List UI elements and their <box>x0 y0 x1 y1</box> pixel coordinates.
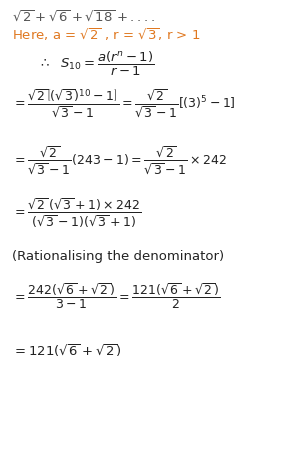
Text: $= \dfrac{\sqrt{2}\left[(\sqrt{3})^{10}-1\right]}{\sqrt{3}-1} = \dfrac{\sqrt{2}}: $= \dfrac{\sqrt{2}\left[(\sqrt{3})^{10}-… <box>12 88 236 120</box>
Text: $= \dfrac{242(\sqrt{6}+\sqrt{2})}{3-1} = \dfrac{121(\sqrt{6}+\sqrt{2})}{2}$: $= \dfrac{242(\sqrt{6}+\sqrt{2})}{3-1} =… <box>12 281 220 310</box>
Text: (Rationalising the denominator): (Rationalising the denominator) <box>12 250 224 263</box>
Text: $\sqrt{2} + \sqrt{6} + \sqrt{18} + ....$: $\sqrt{2} + \sqrt{6} + \sqrt{18} + ....$ <box>12 10 155 25</box>
Text: $= \dfrac{\sqrt{2}\,(\sqrt{3}+1)\times 242}{(\sqrt{3}-1)(\sqrt{3}+1)}$: $= \dfrac{\sqrt{2}\,(\sqrt{3}+1)\times 2… <box>12 196 141 230</box>
Text: $= 121(\sqrt{6} + \sqrt{2})$: $= 121(\sqrt{6} + \sqrt{2})$ <box>12 341 121 358</box>
Text: $= \dfrac{\sqrt{2}}{\sqrt{3}-1}(243 - 1) = \dfrac{\sqrt{2}}{\sqrt{3}-1} \times 2: $= \dfrac{\sqrt{2}}{\sqrt{3}-1}(243 - 1)… <box>12 144 227 175</box>
Text: Here, a = $\sqrt{2}$ , r = $\sqrt{3}$, r > 1: Here, a = $\sqrt{2}$ , r = $\sqrt{3}$, r… <box>12 26 200 43</box>
Text: $\therefore \ \ S_{10} = \dfrac{a(r^{n}-1)}{r-1}$: $\therefore \ \ S_{10} = \dfrac{a(r^{n}-… <box>38 50 155 78</box>
